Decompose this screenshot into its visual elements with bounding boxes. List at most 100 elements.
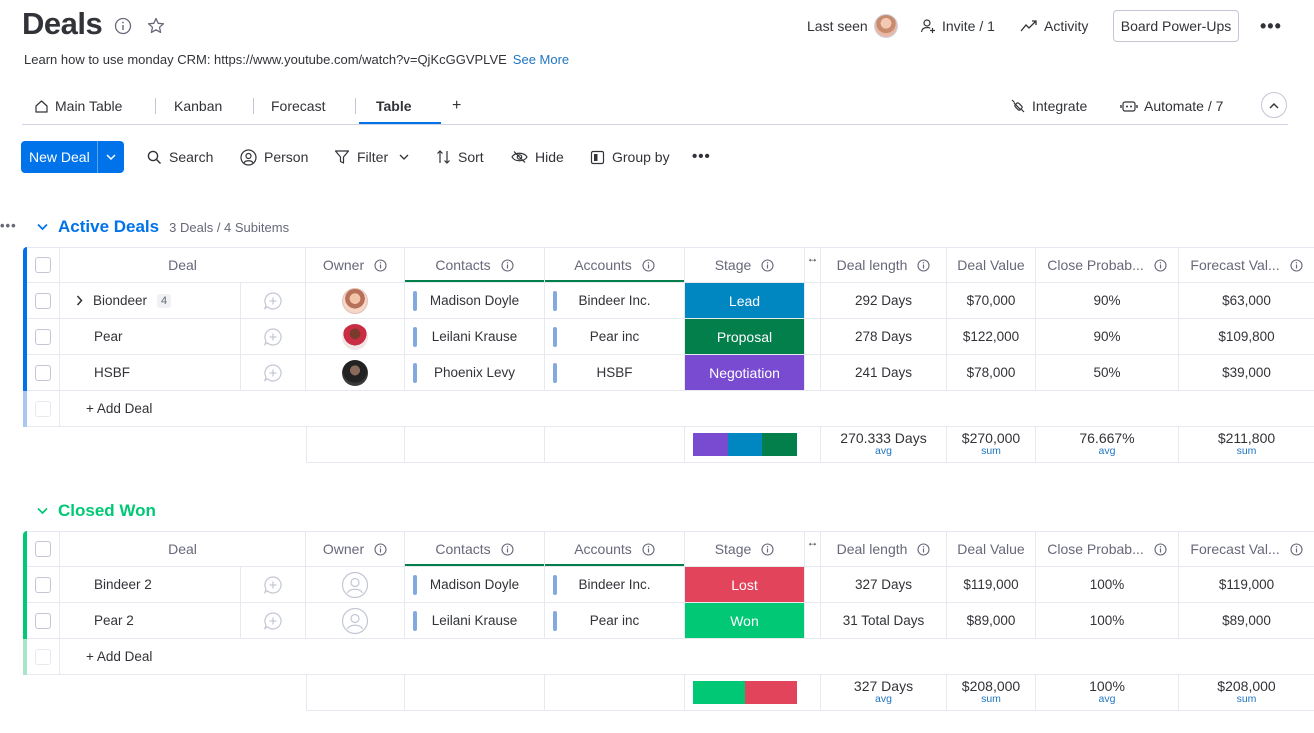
table-row[interactable]: Biondeer 4 Madison Doyle Bindeer Inc. Le… xyxy=(23,283,1314,319)
column-header-forecast-value[interactable]: Forecast Val... xyxy=(1179,531,1314,567)
info-icon[interactable] xyxy=(501,542,514,556)
board-title[interactable]: Deals xyxy=(22,6,103,41)
forecast-value-summary[interactable]: $211,800 sum xyxy=(1179,427,1314,463)
forecast-value-summary[interactable]: $208,000 sum xyxy=(1179,675,1314,711)
group-by-button[interactable]: Group by xyxy=(590,145,670,169)
close-probability-cell[interactable]: 50% xyxy=(1036,355,1179,391)
forecast-value-cell[interactable]: $63,000 xyxy=(1179,283,1314,319)
forecast-value-cell[interactable]: $89,000 xyxy=(1179,603,1314,639)
info-icon[interactable] xyxy=(1154,258,1167,272)
more-options-icon[interactable]: ••• xyxy=(1260,16,1282,36)
group-name[interactable]: Closed Won xyxy=(58,501,156,520)
row-checkbox[interactable] xyxy=(35,612,51,629)
table-row[interactable]: Bindeer 2 Madison Doyle Bindeer Inc. Los… xyxy=(23,567,1314,603)
row-checkbox[interactable] xyxy=(35,576,51,593)
deal-name-cell[interactable]: Biondeer 4 xyxy=(60,283,241,319)
collapse-header-button[interactable] xyxy=(1261,92,1287,118)
column-resize-icon[interactable]: ↔ xyxy=(805,531,821,567)
see-more-link[interactable]: See More xyxy=(512,52,570,67)
contact-cell[interactable]: Madison Doyle xyxy=(405,567,545,603)
updates-cell[interactable] xyxy=(241,355,306,391)
column-header-deal-length[interactable]: Deal length xyxy=(821,247,947,283)
contact-cell[interactable]: Madison Doyle xyxy=(405,283,545,319)
forecast-value-cell[interactable]: $109,800 xyxy=(1179,319,1314,355)
deal-length-summary[interactable]: 270.333 Days avg xyxy=(821,427,947,463)
close-probability-summary[interactable]: 76.667% avg xyxy=(1036,427,1179,463)
column-header-owner[interactable]: Owner xyxy=(306,247,405,283)
updates-cell[interactable] xyxy=(241,283,306,319)
column-header-stage[interactable]: Stage xyxy=(685,531,805,567)
forecast-value-cell[interactable]: $39,000 xyxy=(1179,355,1314,391)
close-probability-cell[interactable]: 90% xyxy=(1036,319,1179,355)
deal-value-cell[interactable]: $122,000 xyxy=(947,319,1036,355)
row-checkbox[interactable] xyxy=(35,292,51,309)
star-icon[interactable] xyxy=(145,15,167,37)
row-checkbox-cell[interactable] xyxy=(27,567,60,603)
chevron-right-icon[interactable] xyxy=(76,295,83,306)
info-icon[interactable] xyxy=(113,16,133,36)
stage-distribution[interactable] xyxy=(685,427,821,463)
deal-value-cell[interactable]: $119,000 xyxy=(947,567,1036,603)
account-cell[interactable]: Bindeer Inc. xyxy=(545,283,685,319)
add-view-button[interactable]: + xyxy=(452,88,461,124)
column-header-forecast-value[interactable]: Forecast Val... xyxy=(1179,247,1314,283)
info-icon[interactable] xyxy=(642,258,655,272)
account-cell[interactable]: Pear inc xyxy=(545,603,685,639)
hide-button[interactable]: Hide xyxy=(511,145,564,169)
close-probability-cell[interactable]: 90% xyxy=(1036,283,1179,319)
info-icon[interactable] xyxy=(917,542,930,556)
group-header[interactable]: Active Deals 3 Deals / 4 Subitems xyxy=(37,215,289,239)
deal-name-cell[interactable]: Pear 2 xyxy=(60,603,241,639)
column-header-deal[interactable]: Deal xyxy=(60,531,306,567)
add-deal-row[interactable]: + Add Deal xyxy=(23,391,1314,427)
account-cell[interactable]: Bindeer Inc. xyxy=(545,567,685,603)
tab-kanban[interactable]: Kanban xyxy=(174,88,222,124)
more-options-icon[interactable]: ••• xyxy=(692,148,711,165)
info-icon[interactable] xyxy=(761,258,774,272)
deal-value-summary[interactable]: $208,000 sum xyxy=(947,675,1036,711)
column-resize-icon[interactable]: ↔ xyxy=(805,247,821,283)
table-row[interactable]: HSBF Phoenix Levy HSBF Negotiation 241 D… xyxy=(23,355,1314,391)
row-checkbox-cell[interactable] xyxy=(27,355,60,391)
tab-forecast[interactable]: Forecast xyxy=(271,88,325,124)
table-row[interactable]: Pear Leilani Krause Pear inc Proposal 27… xyxy=(23,319,1314,355)
column-header-deal[interactable]: Deal xyxy=(60,247,306,283)
add-deal-input[interactable]: + Add Deal xyxy=(60,391,1314,427)
close-probability-summary[interactable]: 100% avg xyxy=(1036,675,1179,711)
account-cell[interactable]: HSBF xyxy=(545,355,685,391)
stage-cell[interactable]: Lead xyxy=(685,283,805,319)
row-checkbox-cell[interactable] xyxy=(27,603,60,639)
row-checkbox-cell[interactable] xyxy=(27,283,60,319)
select-all-cell[interactable] xyxy=(27,247,60,283)
tab-table[interactable]: Table xyxy=(376,88,412,124)
info-icon[interactable] xyxy=(1290,258,1303,272)
person-filter-button[interactable]: Person xyxy=(240,145,308,169)
column-header-deal-value[interactable]: Deal Value xyxy=(947,531,1036,567)
stage-cell[interactable]: Proposal xyxy=(685,319,805,355)
column-header-close-probability[interactable]: Close Probab... xyxy=(1036,531,1179,567)
deal-length-cell[interactable]: 31 Total Days xyxy=(821,603,947,639)
close-probability-cell[interactable]: 100% xyxy=(1036,567,1179,603)
column-header-deal-length[interactable]: Deal length xyxy=(821,531,947,567)
row-checkbox-cell[interactable] xyxy=(27,319,60,355)
group-name[interactable]: Active Deals xyxy=(58,217,160,236)
deal-length-cell[interactable]: 278 Days xyxy=(821,319,947,355)
owner-cell[interactable] xyxy=(306,319,405,355)
account-cell[interactable]: Pear inc xyxy=(545,319,685,355)
info-icon[interactable] xyxy=(642,542,655,556)
stage-cell[interactable]: Negotiation xyxy=(685,355,805,391)
deal-length-cell[interactable]: 292 Days xyxy=(821,283,947,319)
deal-value-cell[interactable]: $78,000 xyxy=(947,355,1036,391)
contact-cell[interactable]: Leilani Krause xyxy=(405,603,545,639)
contact-cell[interactable]: Phoenix Levy xyxy=(405,355,545,391)
stage-distribution[interactable] xyxy=(685,675,821,711)
invite-button[interactable]: Invite / 1 xyxy=(920,15,995,37)
tab-main-table[interactable]: Main Table xyxy=(34,88,122,124)
updates-cell[interactable] xyxy=(241,319,306,355)
info-icon[interactable] xyxy=(761,542,774,556)
deal-value-summary[interactable]: $270,000 sum xyxy=(947,427,1036,463)
activity-button[interactable]: Activity xyxy=(1020,15,1088,37)
group-menu-icon[interactable]: ••• xyxy=(0,218,17,233)
deal-length-cell[interactable]: 241 Days xyxy=(821,355,947,391)
table-row[interactable]: Pear 2 Leilani Krause Pear inc Won 31 To… xyxy=(23,603,1314,639)
